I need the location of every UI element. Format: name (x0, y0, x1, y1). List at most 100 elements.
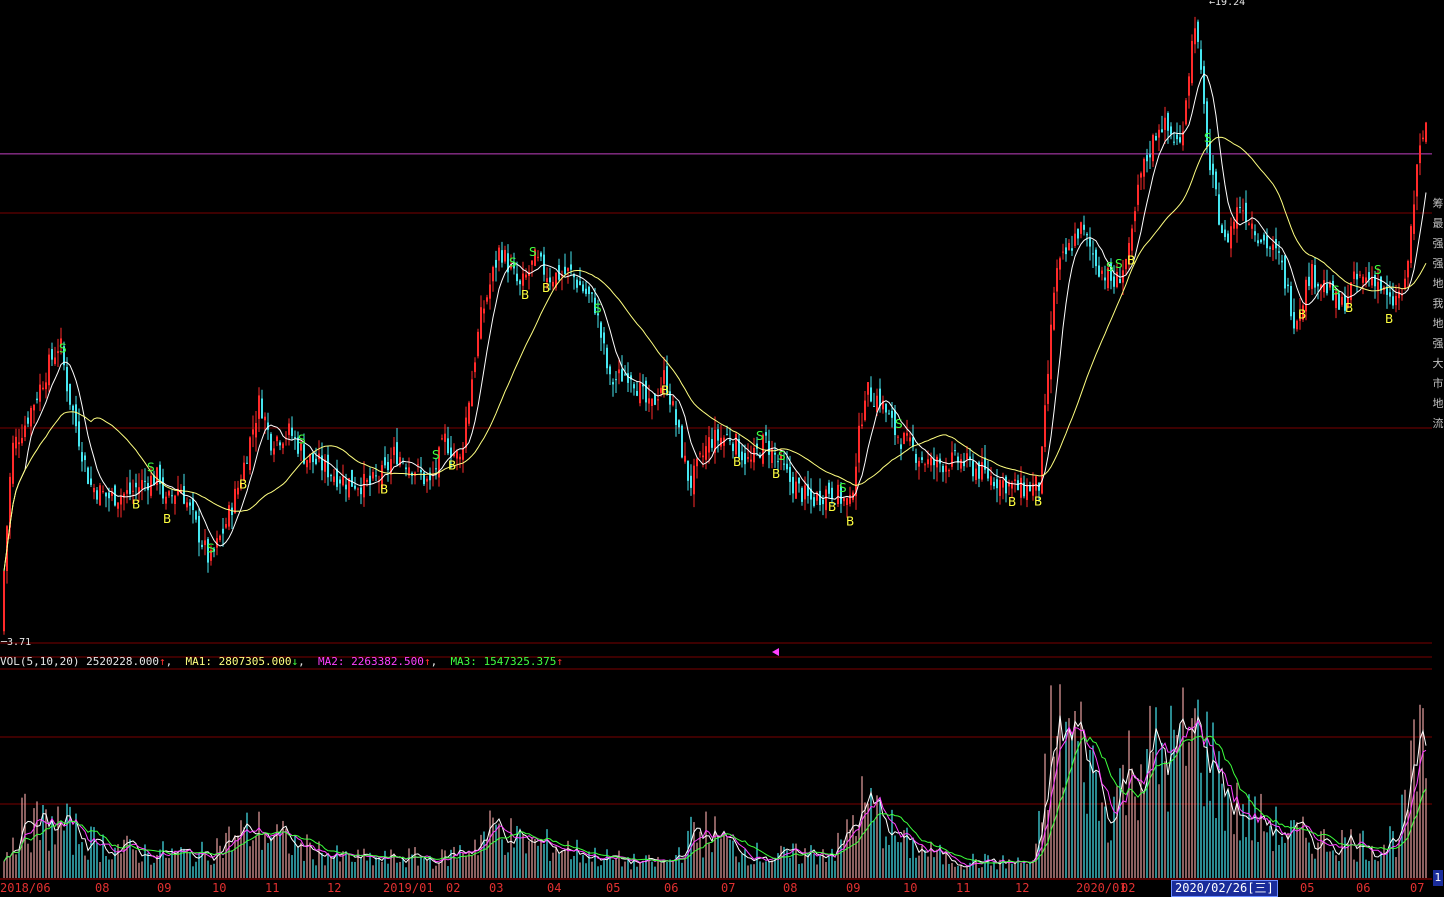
price-candle-body (642, 384, 644, 387)
price-candle-body (1134, 211, 1136, 222)
price-candle-body (1413, 204, 1415, 234)
price-candle-body (171, 495, 173, 497)
pane-divider-arrow-icon[interactable] (772, 648, 779, 656)
price-candle-body (843, 498, 845, 502)
price-candle-body (1125, 259, 1127, 270)
price-candle-body (594, 297, 596, 314)
price-candle-body (951, 452, 953, 467)
price-candle-body (381, 465, 383, 489)
price-candle-body (189, 502, 191, 506)
time-axis-tick: 06 (664, 881, 679, 895)
side-tab[interactable]: 强 (1432, 237, 1444, 250)
price-candle-body (549, 277, 551, 283)
price-candle-body (75, 404, 77, 427)
price-candle-body (864, 400, 866, 421)
price-candle-body (198, 515, 200, 543)
price-candle-body (246, 462, 248, 464)
price-candle-body (474, 362, 476, 373)
price-candle-body (1119, 278, 1121, 283)
price-candle-body (486, 297, 488, 302)
side-nav-button[interactable]: 1 (1433, 870, 1443, 886)
price-candle-body (909, 437, 911, 442)
price-candle-body (390, 459, 392, 474)
price-candle-body (447, 438, 449, 454)
price-candle-body (1251, 223, 1253, 229)
price-candle-body (1323, 280, 1325, 293)
price-candle-body (417, 464, 419, 466)
price-candle-body (1260, 239, 1262, 243)
price-candle-body (84, 455, 86, 461)
price-candle-body (33, 404, 35, 411)
price-candle-body (801, 488, 803, 502)
price-candle-body (666, 366, 668, 393)
sell-signal-label: S (59, 341, 67, 355)
buy-signal-label: B (846, 514, 854, 528)
price-candle-body (27, 417, 29, 424)
price-candle-body (1035, 476, 1037, 491)
price-candle-body (1161, 129, 1163, 133)
price-candle-body (609, 366, 611, 375)
price-candle-body (114, 485, 116, 506)
price-candle-body (1170, 126, 1172, 135)
side-tab[interactable]: 地 (1432, 397, 1444, 410)
price-candle-body (999, 479, 1001, 496)
sell-signal-label: S (1204, 131, 1212, 145)
price-candle-body (855, 466, 857, 497)
buy-signal-label: B (521, 288, 529, 302)
price-candle-body (825, 489, 827, 511)
price-candle-body (585, 288, 587, 294)
buy-signal-label: B (163, 512, 171, 526)
price-candle-body (1347, 296, 1349, 309)
side-tab[interactable]: 大 (1432, 357, 1444, 370)
time-axis-tick: 12 (1015, 881, 1030, 895)
price-candle-body (1026, 484, 1028, 500)
price-candle-body (513, 264, 515, 269)
price-candle-body (579, 281, 581, 286)
price-candle-body (330, 475, 332, 477)
price-candle-body (813, 497, 815, 506)
price-candle-body (777, 461, 779, 463)
vol-indicator-name[interactable]: VOL(5,10,20) (0, 655, 80, 668)
price-candle-body (141, 479, 143, 489)
volume-ma1 (3, 715, 1427, 868)
price-candle-body (675, 409, 677, 426)
side-tab[interactable]: 地 (1432, 317, 1444, 330)
price-candle-body (174, 495, 176, 505)
volume-bars (3, 684, 1427, 878)
price-candle-body (597, 313, 599, 316)
side-tab[interactable]: 流 (1432, 417, 1444, 430)
price-candle-body (1164, 117, 1166, 130)
price-candle-body (582, 284, 584, 292)
price-candle-body (237, 487, 239, 495)
price-candle-body (294, 437, 296, 439)
price-candle-body (525, 274, 527, 278)
side-tab[interactable]: 强 (1432, 257, 1444, 270)
side-tab[interactable]: 地 (1432, 277, 1444, 290)
side-tab[interactable]: 强 (1432, 337, 1444, 350)
buy-signal-label: B (1345, 301, 1353, 315)
price-candle-body (888, 413, 890, 415)
side-tab[interactable]: 最 (1432, 217, 1444, 230)
side-tab[interactable]: 筹 (1432, 197, 1444, 210)
sell-signal-label: S (895, 417, 903, 431)
price-candle-body (996, 479, 998, 489)
price-candle-body (1362, 276, 1364, 283)
price-candle-body (207, 538, 209, 563)
price-candle-body (339, 479, 341, 484)
price-candle-body (696, 458, 698, 467)
price-candle-body (930, 457, 932, 466)
side-tab[interactable]: 市 (1432, 377, 1444, 390)
price-candle-body (753, 447, 755, 463)
price-candle-body (1023, 482, 1025, 497)
price-candle-body (489, 284, 491, 299)
time-axis-tick: 2018/06 (0, 881, 51, 895)
price-candle-body (672, 401, 674, 406)
price-candle-body (1386, 286, 1388, 295)
price-candle-body (120, 496, 122, 505)
side-tab[interactable]: 我 (1432, 297, 1444, 310)
price-candle-body (681, 425, 683, 458)
price-candle-body (159, 464, 161, 484)
price-candle-body (1047, 373, 1049, 404)
price-candle-body (375, 475, 377, 477)
